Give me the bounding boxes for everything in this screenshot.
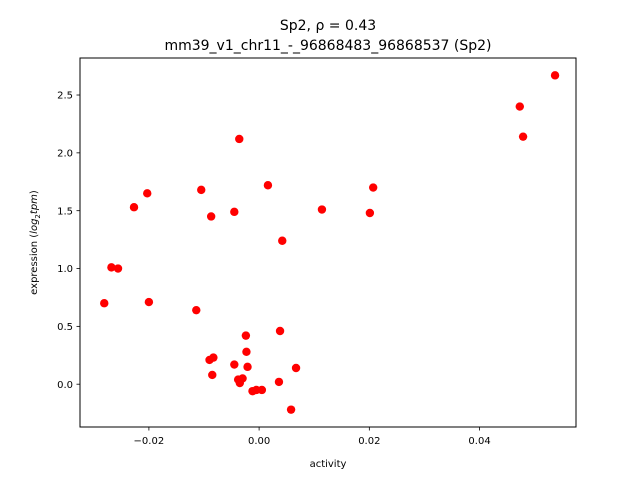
y-axis: 0.0 0.5 1.0 1.5 2.0 2.5 (57, 91, 80, 391)
data-point-0 (550, 71, 560, 80)
data-point-35 (286, 405, 296, 414)
y-axis-label-suffix: ) (29, 190, 40, 194)
data-point-9 (206, 212, 216, 221)
data-point-16 (100, 299, 109, 308)
data-point-19 (241, 331, 251, 340)
y-axis-label: expression (log2tpm) (29, 190, 42, 295)
data-point-20 (275, 326, 285, 336)
x-tick-label-3: 0.04 (468, 436, 490, 447)
data-point-21 (242, 347, 251, 357)
data-point-25 (243, 362, 252, 372)
data-point-17 (144, 297, 154, 307)
data-point-7 (143, 189, 152, 198)
y-axis-label-math: log (29, 219, 40, 234)
data-point-23 (209, 353, 218, 362)
points-layer (100, 71, 560, 414)
data-point-10 (230, 207, 239, 217)
data-point-18 (192, 305, 201, 315)
data-point-14 (107, 263, 116, 272)
x-axis-label: activity (310, 459, 347, 470)
data-point-1 (515, 102, 524, 111)
data-point-6 (368, 183, 378, 192)
x-tick-label-2: 0.02 (358, 436, 380, 447)
data-point-13 (278, 236, 287, 245)
data-point-27 (208, 370, 217, 380)
x-tick-label-0: −0.02 (134, 436, 165, 447)
data-point-12 (365, 208, 375, 218)
data-point-31 (274, 377, 284, 387)
x-tick-label-1: 0.00 (248, 436, 270, 447)
data-point-8 (129, 203, 139, 212)
y-tick-label-5: 2.5 (57, 91, 73, 102)
data-point-11 (317, 205, 327, 214)
y-tick-label-3: 1.5 (57, 206, 73, 217)
y-tick-label-2: 1.0 (57, 264, 73, 275)
y-tick-label-1: 0.5 (57, 322, 73, 333)
data-point-4 (263, 181, 273, 190)
x-axis: −0.02 0.00 0.02 0.04 (134, 427, 491, 447)
data-point-2 (518, 132, 528, 141)
data-point-3 (235, 134, 244, 144)
y-axis-label-math2: tpm (29, 194, 40, 214)
data-point-30 (235, 378, 245, 388)
chart-title-line2: mm39_v1_chr11_-_96868483_96868537 (Sp2) (164, 38, 491, 54)
y-axis-label-prefix: expression ( (29, 234, 40, 295)
data-point-5 (197, 185, 206, 195)
data-point-26 (291, 363, 301, 373)
y-tick-label-0: 0.0 (57, 380, 73, 391)
chart-title-line1: Sp2, ρ = 0.43 (280, 18, 376, 34)
y-tick-label-4: 2.0 (57, 148, 73, 159)
y-axis-label-subscript: 2 (34, 214, 42, 218)
data-point-34 (257, 385, 267, 395)
data-point-24 (230, 360, 239, 369)
plot-frame (79, 57, 577, 428)
data-point-15 (113, 264, 123, 273)
